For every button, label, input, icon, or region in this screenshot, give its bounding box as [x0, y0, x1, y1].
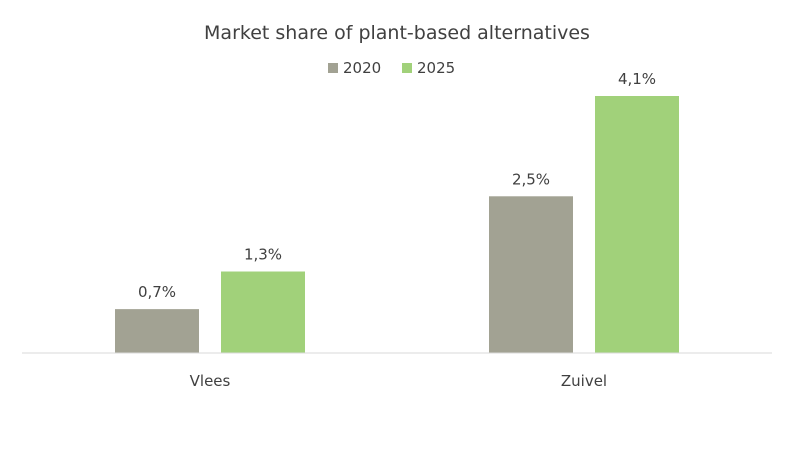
bar-zuivel-2020	[489, 196, 573, 353]
bar-vlees-2025	[221, 271, 305, 353]
legend-label-2025: 2025	[417, 59, 455, 77]
category-label-vlees: Vlees	[190, 372, 231, 390]
legend-label-2020: 2020	[343, 59, 381, 77]
legend-swatch-2025	[402, 63, 412, 73]
data-label-zuivel-2020: 2,5%	[512, 170, 550, 188]
bar-vlees-2020	[115, 309, 199, 353]
data-label-zuivel-2025: 4,1%	[618, 70, 656, 88]
bar-zuivel-2025	[595, 96, 679, 353]
data-label-vlees-2020: 0,7%	[138, 283, 176, 301]
legend: 2020 2025	[328, 59, 455, 77]
plot-area: 0,7% 1,3% 2,5% 4,1%	[115, 70, 679, 353]
legend-swatch-2020	[328, 63, 338, 73]
chart-title: Market share of plant-based alternatives	[204, 22, 590, 44]
category-label-zuivel: Zuivel	[561, 372, 607, 390]
data-label-vlees-2025: 1,3%	[244, 246, 282, 264]
